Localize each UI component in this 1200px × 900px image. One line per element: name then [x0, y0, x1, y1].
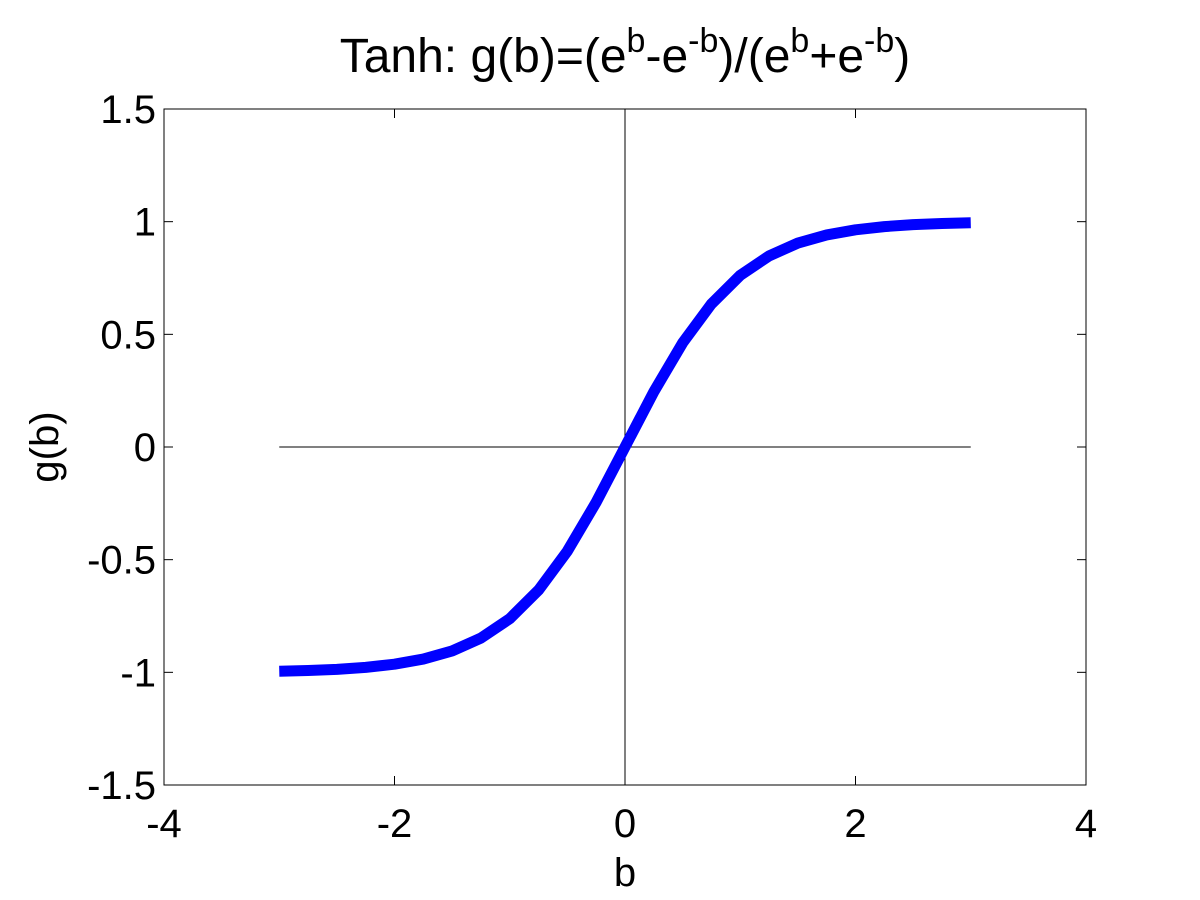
axis-ticks — [163, 108, 1087, 786]
title-superscript: -b — [688, 22, 718, 60]
title-superscript: -b — [864, 22, 894, 60]
y-axis-label: g(b) — [23, 411, 67, 482]
title-part: Tanh: g(b)=(e — [340, 30, 627, 83]
title-part: )/(e — [718, 30, 790, 83]
title-superscript: b — [790, 22, 809, 60]
y-tick-label: 0.5 — [100, 313, 156, 357]
chart-title: Tanh: g(b)=(eb-e-b)/(eb+e-b) — [340, 22, 911, 83]
tanh-series-line — [279, 217, 971, 677]
y-tick-label: -1.5 — [87, 764, 156, 808]
x-axis-label: b — [614, 851, 636, 895]
y-tick-label: 1.5 — [100, 88, 156, 132]
y-tick-label: -0.5 — [87, 539, 156, 583]
x-tick-label: 2 — [844, 802, 866, 846]
axis-tick-labels: -4 -2 0 2 4 -1.5 -1 -0.5 0 0.5 1 1.5 — [87, 88, 1097, 846]
x-tick-label: 4 — [1075, 802, 1097, 846]
title-part: +e — [809, 30, 864, 83]
y-tick-label: 0 — [134, 426, 156, 470]
x-tick-label: -2 — [377, 802, 413, 846]
y-tick-label: 1 — [134, 201, 156, 245]
y-tick-label: -1 — [120, 651, 156, 695]
x-tick-label: -4 — [146, 802, 182, 846]
title-superscript: b — [627, 22, 646, 60]
title-part: -e — [645, 30, 688, 83]
title-part: ) — [894, 30, 910, 83]
x-tick-label: 0 — [614, 802, 636, 846]
